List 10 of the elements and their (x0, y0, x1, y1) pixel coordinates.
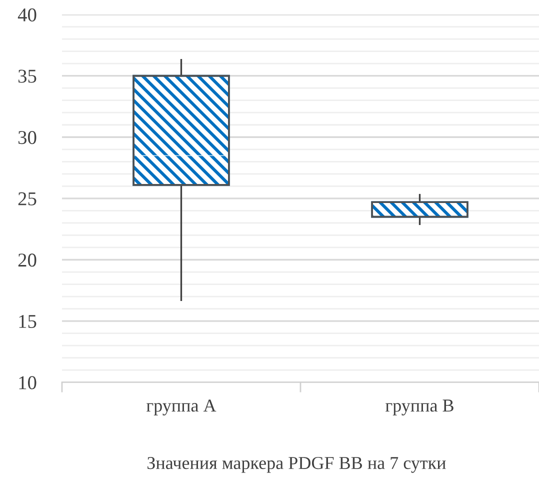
text: Значения маркера PDGF BB на 7 сутки (147, 456, 446, 473)
y-tick-label: 40 (18, 8, 36, 22)
y-tick-label: 20 (18, 254, 36, 267)
y-tick-label: 35 (18, 70, 36, 83)
y-tick-label: 10 (19, 376, 36, 390)
y-tick-label: 30 (18, 130, 36, 144)
y-tick-label: 15 (19, 314, 36, 328)
y-tick-label: 25 (18, 192, 36, 206)
x-tick-label: группа В (386, 400, 454, 416)
x-tick-label: группа А (146, 400, 216, 416)
